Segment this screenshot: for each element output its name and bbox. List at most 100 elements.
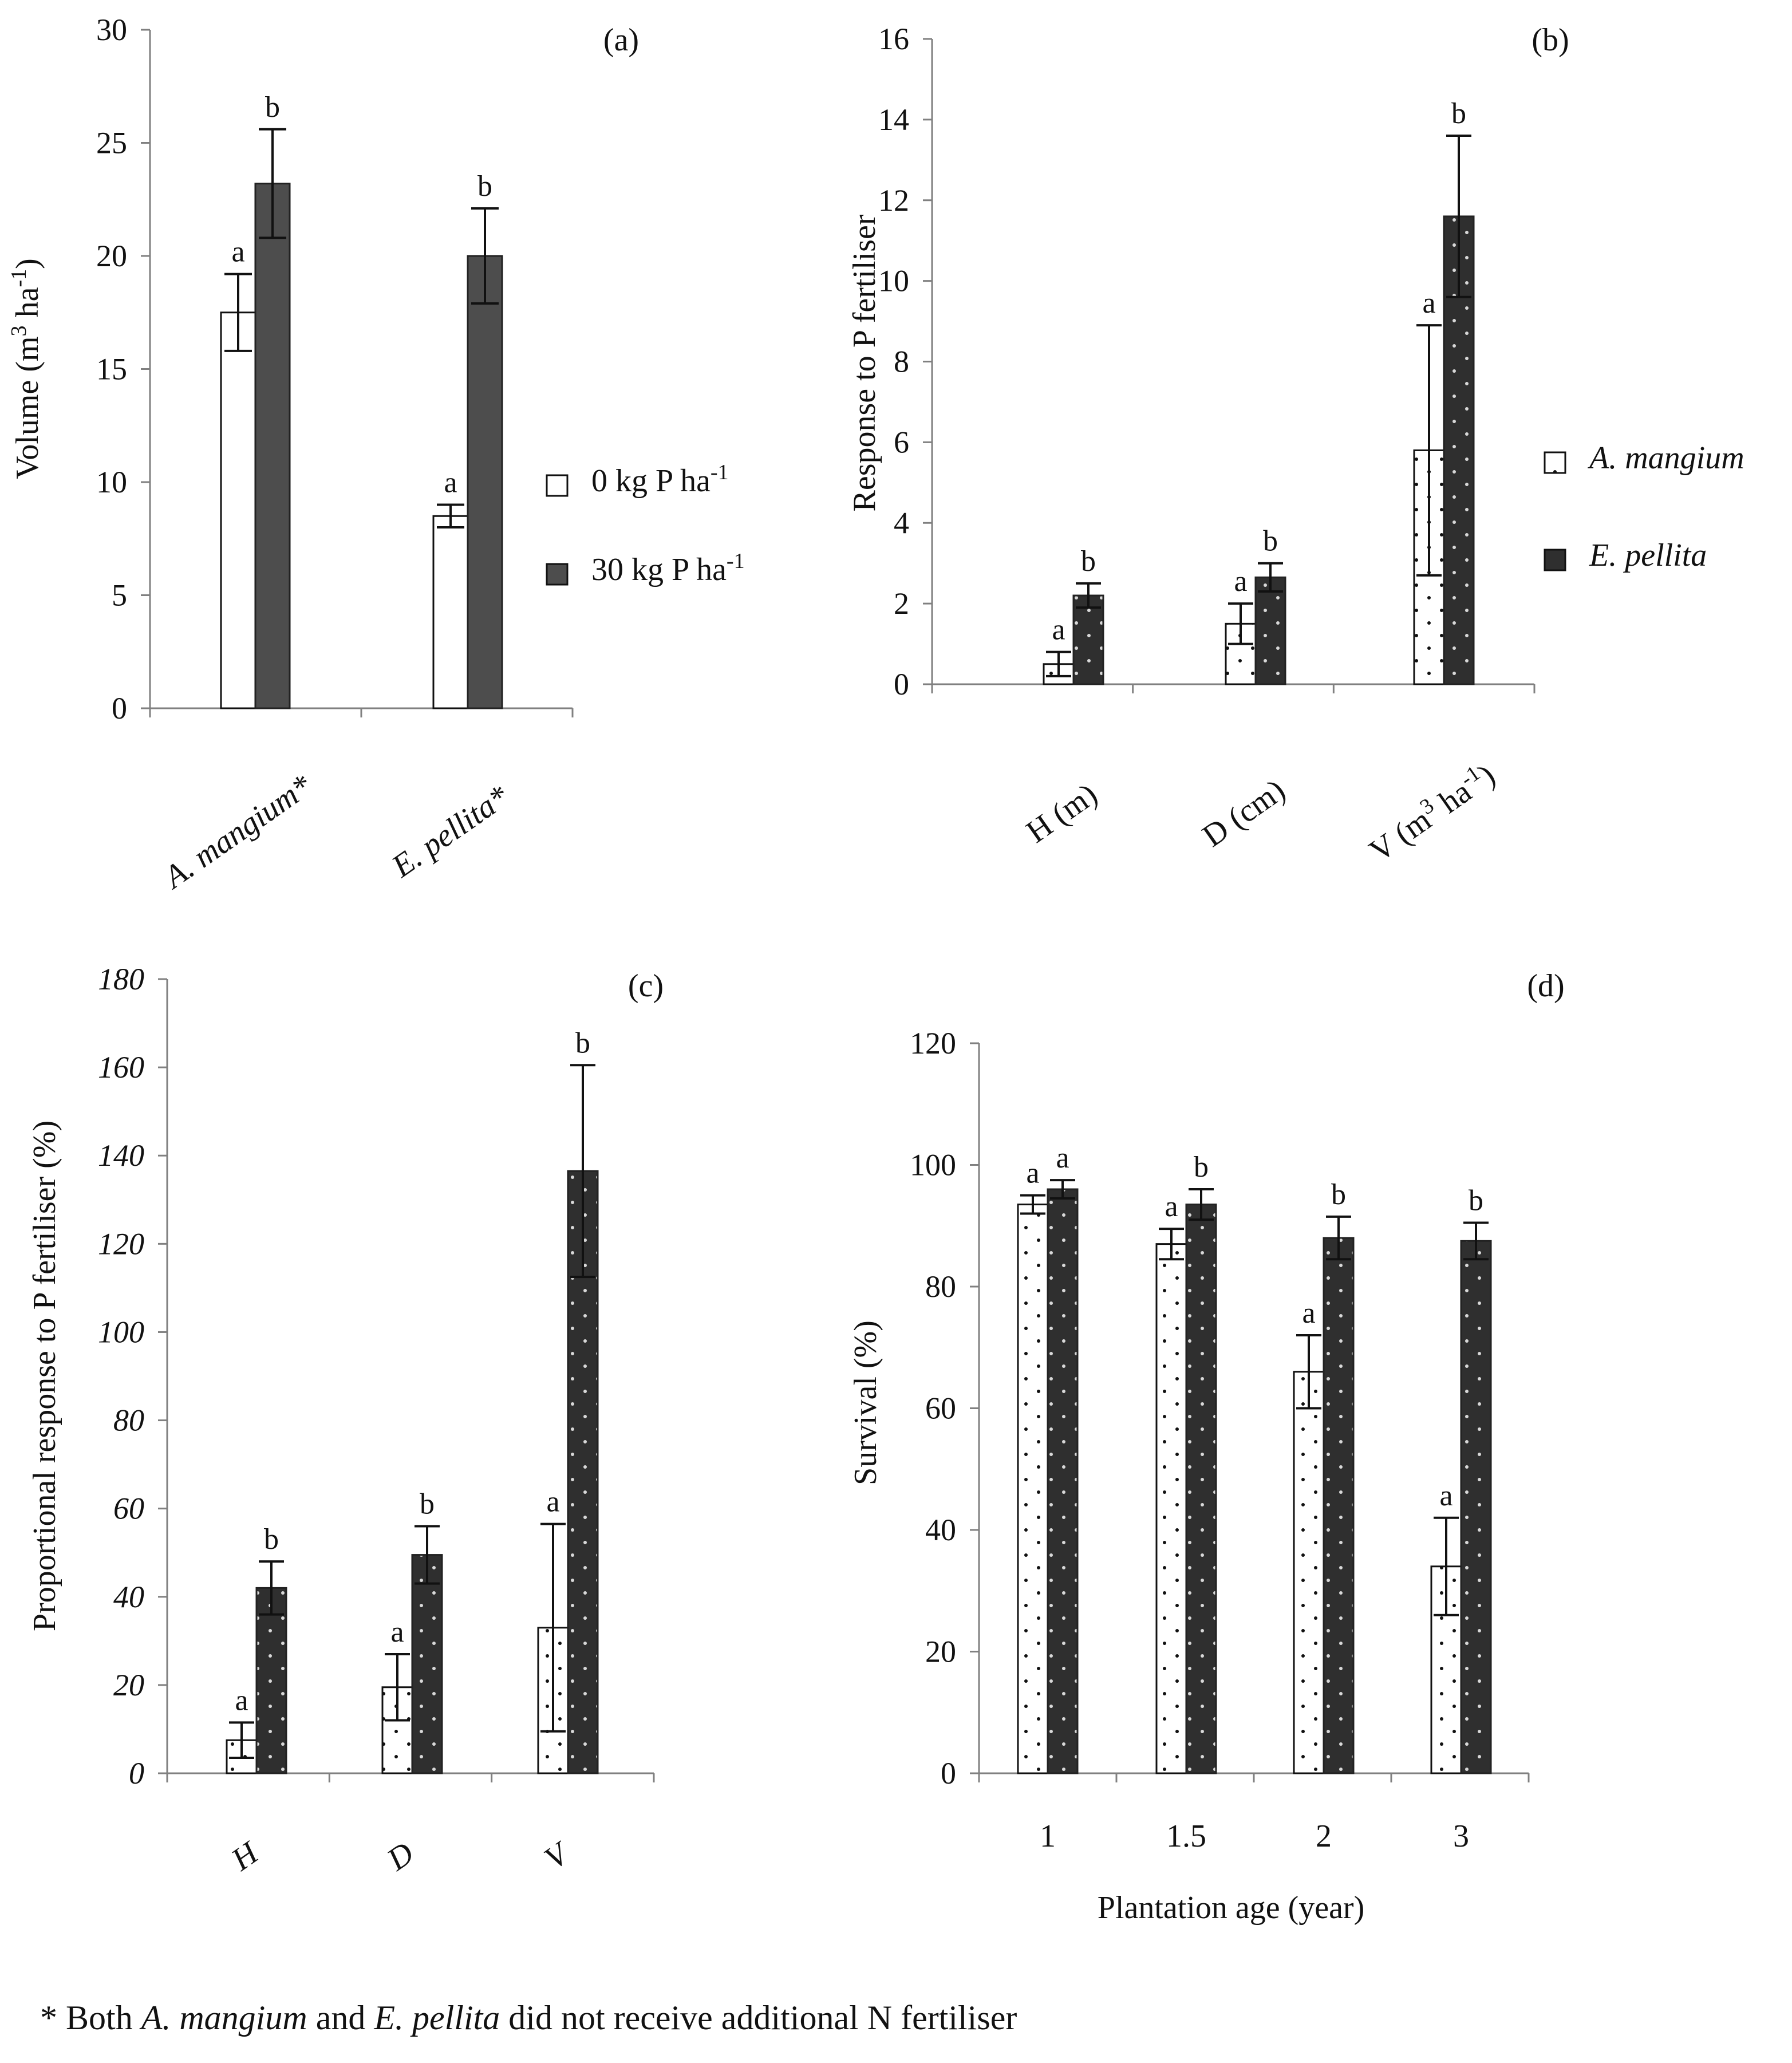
significance-label-c-s1-c2: b <box>575 1027 590 1059</box>
y-tick-label-a-6: 30 <box>96 13 127 47</box>
y-tick-label-d-3: 60 <box>925 1391 956 1426</box>
x-category-label-b-2: V (m3 ha-1) <box>1361 755 1502 869</box>
bar-d-s1-c1 <box>1185 1204 1217 1774</box>
y-tick-label-d-4: 80 <box>925 1269 956 1304</box>
significance-label-d-s1-c1: b <box>1194 1151 1209 1184</box>
significance-label-b-s1-c1: b <box>1263 525 1278 558</box>
bar-b-s1-c0 <box>1072 594 1104 685</box>
legend-swatch-b-0 <box>1544 451 1566 474</box>
y-tick-label-c-4: 80 <box>113 1403 144 1438</box>
legend-label-b-1: E. pellita <box>1589 538 1707 573</box>
significance-label-c-s1-c0: b <box>264 1523 279 1556</box>
y-tick-label-b-5: 10 <box>878 264 909 298</box>
y-tick-label-a-3: 15 <box>96 352 127 386</box>
y-tick-label-d-0: 0 <box>941 1756 956 1790</box>
y-tick-label-c-1: 20 <box>113 1668 144 1702</box>
y-tick-label-b-3: 6 <box>894 425 909 459</box>
y-axis-title-d: Survival (%) <box>848 1320 883 1485</box>
bar-a-s0-c1 <box>432 515 469 709</box>
bar-d-s0-c1 <box>1155 1243 1187 1774</box>
bar-a-s1-c0 <box>254 183 291 709</box>
y-tick-label-b-2: 4 <box>894 506 909 540</box>
y-tick-label-c-5: 100 <box>98 1315 144 1349</box>
y-tick-label-a-0: 0 <box>112 691 127 725</box>
y-tick-label-d-2: 40 <box>925 1513 956 1547</box>
legend-label-a-0: 0 kg P ha-1 <box>591 460 729 499</box>
footnote-species-1: A. mangium <box>141 1999 307 2037</box>
bar-d-s0-c2 <box>1293 1371 1325 1774</box>
y-tick-label-b-7: 14 <box>878 102 909 137</box>
footnote-prefix: * Both <box>40 1999 141 2037</box>
bar-d-s1-c2 <box>1323 1237 1355 1774</box>
significance-label-d-s1-c2: b <box>1331 1178 1346 1211</box>
significance-label-d-s1-c0: a <box>1056 1142 1069 1174</box>
footnote: * Both A. mangium and E. pellita did not… <box>40 1998 1017 2038</box>
y-tick-label-a-4: 20 <box>96 239 127 273</box>
significance-label-a-s1-c1: b <box>477 170 492 203</box>
y-tick-label-c-9: 180 <box>98 962 144 996</box>
y-tick-label-c-8: 160 <box>98 1050 144 1084</box>
legend-swatch-a-1 <box>546 563 569 586</box>
significance-label-a-s0-c1: a <box>444 467 457 499</box>
significance-label-b-s1-c0: b <box>1081 545 1096 578</box>
bar-c-s1-c0 <box>255 1587 287 1774</box>
significance-label-b-s0-c1: a <box>1234 565 1247 598</box>
bar-a-s0-c0 <box>220 311 256 709</box>
bar-b-s1-c1 <box>1254 576 1286 685</box>
panel-tag-b: (b) <box>1532 22 1569 58</box>
x-category-label-b-1: D (cm) <box>1196 772 1292 854</box>
legend-label-a-1: 30 kg P ha-1 <box>591 549 745 587</box>
y-axis-title-c: Proportional response to P fertiliser (%… <box>27 1121 62 1631</box>
x-category-label-b-0: H (m) <box>1020 776 1103 850</box>
significance-label-d-s1-c3: b <box>1469 1184 1483 1217</box>
significance-label-d-s0-c0: a <box>1026 1157 1039 1190</box>
x-category-label-c-1: D <box>381 1835 421 1878</box>
panel-tag-d: (d) <box>1527 968 1564 1004</box>
x-category-label-d-0: 1 <box>1040 1819 1056 1854</box>
bar-d-s0-c0 <box>1017 1204 1049 1774</box>
significance-label-d-s0-c2: a <box>1302 1297 1315 1330</box>
y-tick-label-c-2: 40 <box>113 1580 144 1614</box>
x-category-label-c-0: H <box>225 1835 266 1878</box>
footnote-suffix: did not receive additional N fertiliser <box>500 1999 1017 2037</box>
significance-label-b-s0-c2: a <box>1422 287 1435 319</box>
chart-panel-c: 0 20 40 60 80 100 120 140 160 180 a a a b b b H D V Proport… <box>27 962 664 1878</box>
x-category-label-a-0: A. mangium* <box>156 768 318 896</box>
y-tick-label-d-5: 100 <box>910 1148 956 1182</box>
legend-swatch-b-1 <box>1544 549 1566 571</box>
significance-label-a-s1-c0: b <box>265 91 280 124</box>
significance-label-d-s0-c1: a <box>1165 1190 1178 1223</box>
x-axis-title-d: Plantation age (year) <box>1098 1890 1364 1926</box>
bar-c-s1-c1 <box>411 1554 443 1774</box>
panel-tag-a: (a) <box>603 22 639 58</box>
footnote-middle: and <box>307 1999 374 2037</box>
y-tick-label-d-6: 120 <box>910 1026 956 1060</box>
significance-label-c-s0-c0: a <box>235 1684 248 1717</box>
bar-a-s1-c1 <box>467 255 503 709</box>
y-tick-label-b-4: 8 <box>894 345 909 379</box>
significance-label-a-s0-c0: a <box>231 236 244 269</box>
y-tick-label-b-8: 16 <box>878 22 909 56</box>
significance-label-c-s0-c2: a <box>546 1486 559 1518</box>
footnote-species-2: E. pellita <box>374 1999 500 2037</box>
bar-d-s1-c0 <box>1047 1188 1079 1774</box>
legend-label-b-0: A. mangium <box>1587 440 1744 476</box>
y-tick-label-d-1: 20 <box>925 1635 956 1669</box>
y-tick-label-a-2: 10 <box>96 465 127 499</box>
x-category-label-d-1: 1.5 <box>1166 1819 1206 1854</box>
panel-tag-c: (c) <box>628 968 664 1004</box>
significance-label-b-s1-c2: b <box>1451 97 1466 130</box>
x-category-label-d-2: 2 <box>1316 1819 1332 1854</box>
significance-label-d-s0-c3: a <box>1439 1480 1452 1512</box>
chart-panel-a: 0 5 10 15 20 25 30 a a b b A. mangium* E. pellita* Vo… <box>7 13 745 897</box>
bar-d-s1-c3 <box>1460 1240 1492 1774</box>
y-tick-label-b-6: 12 <box>878 183 909 218</box>
y-tick-label-c-0: 0 <box>129 1756 144 1790</box>
y-tick-label-b-1: 2 <box>894 586 909 621</box>
y-tick-label-b-0: 0 <box>894 667 909 701</box>
y-tick-label-c-7: 140 <box>98 1138 144 1173</box>
y-axis-title-b: Response to P fertiliser <box>847 214 882 511</box>
